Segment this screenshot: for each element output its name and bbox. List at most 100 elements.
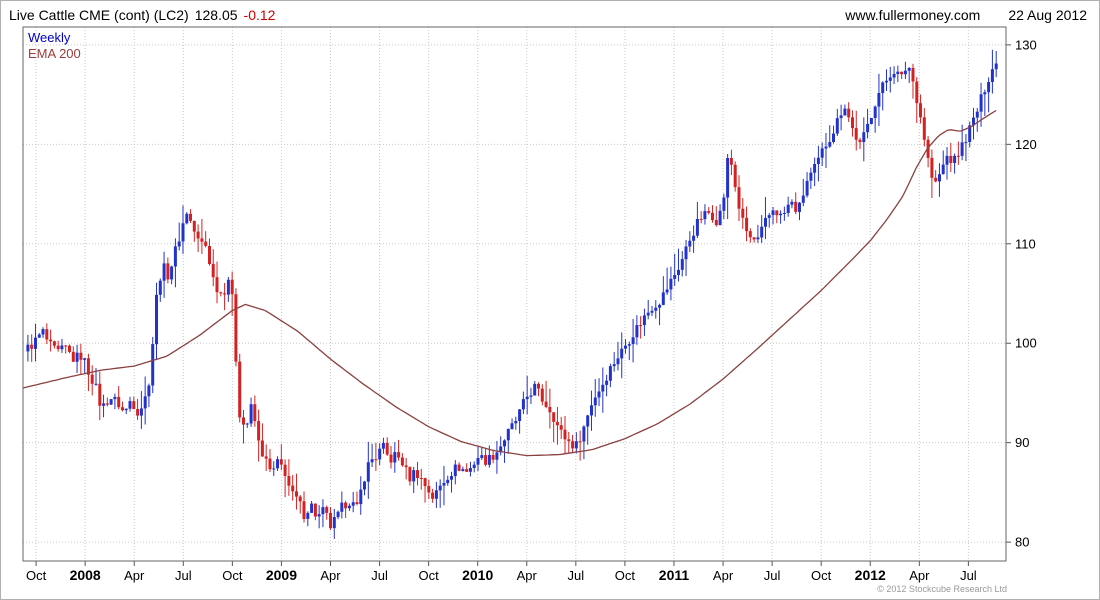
x-tick-label: Oct xyxy=(811,568,832,583)
x-tick-label: Jul xyxy=(764,568,781,583)
candle-body xyxy=(911,68,915,82)
candle-body xyxy=(968,125,972,142)
x-tick-label: Oct xyxy=(26,568,47,583)
candle-body xyxy=(487,455,491,465)
candle-body xyxy=(847,108,851,118)
candle-body xyxy=(703,211,707,220)
candle-body xyxy=(139,408,143,416)
candle-body xyxy=(26,344,30,352)
candle-body xyxy=(211,263,215,278)
candle-body xyxy=(555,421,559,426)
candle-body xyxy=(37,334,41,338)
x-tick-label: 2009 xyxy=(266,567,297,583)
candle-body xyxy=(639,325,643,327)
candle-body xyxy=(321,507,325,515)
candle-body xyxy=(760,226,764,238)
candle-body xyxy=(994,63,998,70)
candle-body xyxy=(832,133,835,142)
candle-body xyxy=(45,329,49,340)
candle-body xyxy=(949,155,953,163)
candle-body xyxy=(400,457,404,466)
candle-body xyxy=(192,220,196,232)
candle-body xyxy=(752,237,756,240)
candle-body xyxy=(605,380,609,385)
candle-body xyxy=(56,345,60,350)
candle-body xyxy=(794,201,798,212)
candle-body xyxy=(306,512,310,519)
candle-body xyxy=(688,240,692,247)
candle-body xyxy=(514,421,518,424)
candle-body xyxy=(408,467,412,482)
candle-body xyxy=(86,358,90,375)
candle-body xyxy=(253,404,257,422)
last-price: 128.05 xyxy=(194,6,238,23)
candle-body xyxy=(593,397,597,406)
candle-body xyxy=(215,277,219,293)
x-tick-label: Jul xyxy=(960,568,977,583)
x-tick-label: Oct xyxy=(222,568,243,583)
chart-legend: Weekly EMA 200 xyxy=(28,30,81,62)
candle-body xyxy=(208,246,211,264)
candle-body xyxy=(938,174,941,182)
candle-body xyxy=(461,469,465,471)
candle-body xyxy=(726,158,730,198)
candle-body xyxy=(608,366,612,381)
candle-body xyxy=(930,157,934,178)
candle-body xyxy=(226,279,230,295)
copyright: © 2012 Stockcube Research Ltd xyxy=(877,584,1007,594)
chart-header: Live Cattle CME (cont) (LC2) 128.05 -0.12 … xyxy=(1,1,1099,25)
candle-body xyxy=(132,401,136,409)
candle-body xyxy=(196,231,200,239)
candle-body xyxy=(412,470,416,482)
chart-header-right: www.fullermoney.com 22 Aug 2012 xyxy=(845,7,1087,23)
candle-body xyxy=(102,403,106,406)
candle-body xyxy=(582,426,586,442)
candle-body xyxy=(287,476,291,486)
candle-body xyxy=(642,315,646,326)
candle-body xyxy=(480,455,484,458)
candle-body xyxy=(317,514,321,517)
y-tick-label: 80 xyxy=(1015,535,1029,550)
candle-body xyxy=(718,210,722,226)
candle-body xyxy=(707,211,711,213)
candle-body xyxy=(370,459,374,463)
y-tick-label: 130 xyxy=(1015,37,1037,52)
candle-body xyxy=(756,237,760,240)
candle-body xyxy=(851,117,854,129)
candle-body xyxy=(896,71,900,74)
candle-body xyxy=(113,396,117,400)
candle-body xyxy=(363,481,366,490)
candle-body xyxy=(737,187,741,209)
candle-body xyxy=(801,195,805,203)
candle-body xyxy=(158,280,162,295)
candle-body xyxy=(434,490,438,499)
x-tick-label: Apr xyxy=(517,568,538,583)
candle-body xyxy=(612,364,616,367)
candle-body xyxy=(151,344,155,386)
x-tick-label: Apr xyxy=(320,568,341,583)
candle-body xyxy=(601,384,605,392)
chart-header-left: Live Cattle CME (cont) (LC2) 128.05 -0.12 xyxy=(9,7,281,23)
candle-body xyxy=(813,164,817,173)
candle-body xyxy=(990,69,994,82)
candle-body xyxy=(521,399,525,410)
x-tick-label: Apr xyxy=(124,568,145,583)
candle-body xyxy=(397,452,401,458)
candle-body xyxy=(109,399,113,405)
candle-body xyxy=(574,441,578,449)
candle-body xyxy=(472,464,476,468)
candle-body xyxy=(552,412,556,422)
candle-body xyxy=(79,352,83,360)
candle-body xyxy=(972,117,975,126)
candle-body xyxy=(260,440,264,457)
candle-body xyxy=(204,241,208,246)
candle-body xyxy=(956,155,960,157)
candle-body xyxy=(518,409,522,421)
candle-body xyxy=(597,391,601,398)
candle-body xyxy=(185,213,189,224)
candle-body xyxy=(117,396,121,408)
candle-body xyxy=(722,197,726,211)
candle-body xyxy=(177,241,181,247)
candle-body xyxy=(446,479,450,484)
